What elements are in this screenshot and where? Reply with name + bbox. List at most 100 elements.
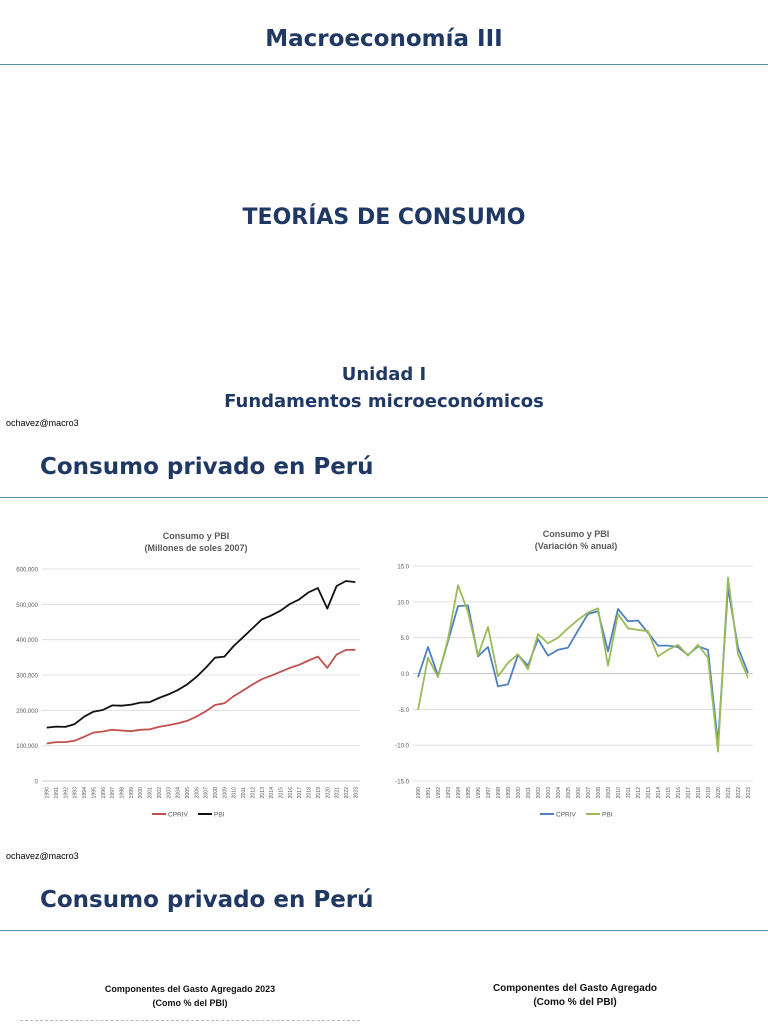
y-tick-label: 0 (35, 780, 39, 786)
chart-title-right-line2: (Como % del PBI) (533, 997, 617, 1008)
x-tick-label: 1999 (129, 787, 135, 799)
x-tick-label: 2001 (148, 787, 154, 799)
x-tick-label: 2015 (666, 787, 672, 799)
x-tick-label: 1997 (110, 787, 116, 799)
x-tick-label: 2008 (213, 787, 219, 799)
y-tick-label: -10.0 (395, 744, 409, 750)
x-tick-label: 2010 (232, 787, 238, 799)
y-tick-label: 0.0 (401, 672, 410, 678)
y-tick-label: 10.0 (397, 600, 409, 606)
legend-label: CPRIV (168, 812, 189, 819)
x-tick-label: 2018 (307, 787, 313, 799)
x-tick-label: 1993 (446, 787, 452, 799)
x-tick-label: 1994 (456, 787, 462, 799)
chart-title-left: Componentes del Gasto Agregado 2023 (Com… (60, 982, 320, 1010)
chart-title-left-line1: Componentes del Gasto Agregado 2023 (104, 984, 276, 994)
slide-heading: Consumo privado en Perú (40, 887, 374, 913)
chart-title-right: Componentes del Gasto Agregado (Como % d… (440, 982, 710, 1010)
unit-label: Unidad I (341, 364, 427, 385)
x-tick-label: 1998 (120, 787, 126, 799)
x-tick-label: 1997 (486, 787, 492, 799)
y-tick-label: 200,000 (16, 709, 38, 715)
chart-subtitle: (Millones de soles 2007) (144, 543, 247, 553)
chart-subtitle: (Variación % anual) (535, 541, 618, 551)
x-tick-label: 1996 (476, 787, 482, 799)
legend-label: PBI (214, 812, 225, 819)
slide-heading: Consumo privado en Perú (40, 454, 374, 480)
footer-email: ochavez@macro3 (6, 418, 79, 428)
y-tick-label: 400,000 (16, 638, 38, 644)
x-tick-label: 2018 (696, 787, 702, 799)
title-divider (0, 64, 768, 65)
chart-consumo-pbi-levels: Consumo y PBI (Millones de soles 2007) 0 10… (16, 531, 360, 819)
y-tick-label: 300,000 (16, 674, 38, 680)
x-tick-label: 2020 (716, 787, 722, 799)
x-tick-label: 2001 (526, 787, 532, 799)
chart-title: Consumo y PBI (163, 531, 230, 541)
x-tick-label: 1994 (82, 787, 88, 799)
x-tick-label: 2003 (166, 787, 172, 799)
x-tick-label: 1992 (436, 787, 442, 799)
course-title: Macroeconomía III (265, 26, 503, 52)
x-tick-label: 2011 (626, 787, 632, 798)
chart-title-right-line1: Componentes del Gasto Agregado (492, 983, 658, 994)
x-tick-label: 1996 (101, 787, 107, 799)
x-tick-label: 2013 (260, 787, 266, 799)
x-tick-label: 2023 (746, 787, 752, 799)
x-tick-label: 1999 (506, 787, 512, 799)
x-tick-label: 1990 (416, 787, 422, 799)
x-tick-label: 2002 (536, 787, 542, 799)
x-tick-label: 2008 (596, 787, 602, 799)
x-tick-label: 2003 (546, 787, 552, 799)
x-tick-label: 1992 (63, 787, 69, 799)
x-tick-label: 2017 (686, 787, 692, 799)
x-tick-label: 2005 (185, 787, 191, 799)
x-tick-label: 2022 (736, 787, 742, 799)
x-tick-label: 2010 (616, 787, 622, 799)
x-tick-label: 2014 (656, 787, 662, 799)
x-tick-label: 2019 (706, 787, 712, 799)
y-tick-label: 100,000 (16, 744, 38, 750)
heading-divider (0, 930, 768, 931)
x-tick-label: 1995 (91, 787, 97, 799)
x-tick-label: 2012 (636, 787, 642, 799)
x-tick-label: 2021 (726, 787, 732, 799)
x-tick-label: 2023 (353, 787, 359, 799)
x-tick-label: 2014 (269, 787, 275, 799)
y-tick-label: 15.0 (397, 565, 409, 571)
x-tick-label: 2011 (241, 787, 247, 798)
x-tick-label: 2016 (288, 787, 294, 799)
x-tick-label: 1991 (426, 787, 432, 799)
series-line-cpriv (46, 648, 356, 745)
x-tick-label: 2021 (335, 787, 341, 799)
x-tick-label: 2007 (586, 787, 592, 799)
x-tick-label: 2019 (316, 787, 322, 799)
x-tick-label: 2005 (566, 787, 572, 799)
x-tick-label: 2012 (250, 787, 256, 799)
x-tick-label: 1990 (45, 787, 51, 799)
series-line-pbi (46, 580, 356, 729)
x-tick-label: 2016 (676, 787, 682, 799)
x-tick-label: 1995 (466, 787, 472, 799)
y-tick-label: -5.0 (399, 708, 410, 714)
x-tick-label: 2013 (646, 787, 652, 799)
x-tick-label: 2020 (325, 787, 331, 799)
x-tick-label: 2002 (157, 787, 163, 799)
legend-label: CPRIV (556, 812, 577, 819)
chart-title-left-line2: (Como % del PBI) (152, 998, 228, 1008)
heading-divider (0, 497, 768, 498)
x-tick-label: 1991 (54, 787, 60, 799)
x-tick-label: 1998 (496, 787, 502, 799)
unit-subtitle: Fundamentos microeconómicos (224, 391, 544, 412)
chart-title: Consumo y PBI (543, 529, 610, 539)
series-line-pbi (417, 576, 749, 753)
x-tick-label: 1993 (73, 787, 79, 799)
x-tick-label: 2000 (516, 787, 522, 799)
chart-area-left-border (20, 1020, 360, 1021)
chart-consumo-pbi-growth: Consumo y PBI (Variación % anual) -15.0 -10… (395, 529, 753, 819)
x-tick-label: 2009 (606, 787, 612, 799)
x-tick-label: 2007 (204, 787, 210, 799)
footer-email: ochavez@macro3 (6, 851, 79, 861)
x-tick-label: 2004 (176, 787, 182, 799)
main-title: TEORÍAS DE CONSUMO (242, 205, 526, 230)
